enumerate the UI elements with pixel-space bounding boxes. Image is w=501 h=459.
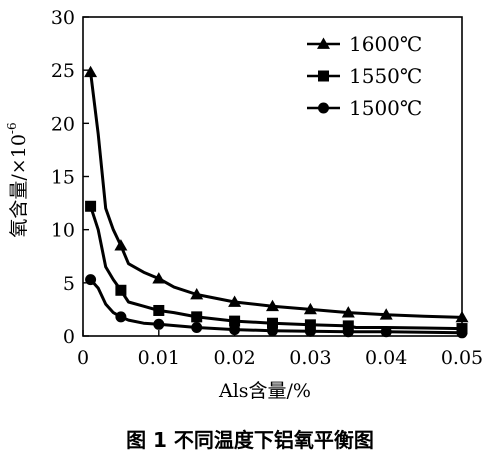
x-tick-label: 0.01: [138, 347, 180, 369]
x-tick-label: 0.05: [441, 347, 483, 369]
series-circle: [85, 274, 468, 339]
data-point-triangle: [152, 272, 166, 284]
y-axis-label-exponent: -6: [5, 122, 19, 134]
data-point-circle: [229, 324, 241, 336]
data-point-square: [191, 311, 203, 323]
data-point-triangle: [455, 310, 469, 323]
data-point-square: [85, 200, 97, 212]
legend-entry: 1500℃: [307, 96, 422, 120]
data-point-circle: [267, 325, 278, 337]
x-tick-label: 0: [77, 347, 89, 369]
data-point-triangle: [341, 306, 355, 318]
legend-label: 1600℃: [349, 32, 422, 56]
legend-marker-circle: [318, 102, 329, 114]
data-point-square: [342, 320, 354, 332]
y-tick-label: 5: [63, 273, 75, 295]
y-tick-label: 10: [51, 220, 75, 242]
series: [84, 65, 469, 339]
data-point-circle: [153, 318, 165, 330]
data-point-square: [304, 319, 316, 331]
y-tick-label: 0: [63, 326, 75, 348]
data-point-square: [267, 317, 278, 329]
ticks: 0 5 10 15 20 25 30 0 0.01 0.02 0.03 0.04 0.05: [51, 7, 483, 369]
data-point-circle: [191, 321, 203, 333]
x-tick-label: 0.03: [289, 347, 331, 369]
legend-marker-square: [318, 70, 329, 82]
legend-entry: 1550℃: [307, 64, 422, 88]
data-point-triangle: [84, 65, 98, 78]
data-point-square: [229, 315, 241, 327]
y-tick-label: 30: [51, 7, 75, 29]
data-point-circle: [342, 326, 354, 338]
data-point-square: [153, 304, 165, 316]
series-line: [89, 278, 463, 335]
data-point-triangle: [379, 308, 393, 320]
legend-entry: 1600℃: [307, 32, 422, 56]
y-tick-label: 15: [51, 167, 75, 189]
data-point-triangle: [228, 295, 242, 307]
figure-caption: 图 1 不同温度下铝氧平衡图: [126, 428, 374, 452]
data-point-triangle: [303, 302, 317, 315]
svg-text:氧含量/×10-6: 氧含量/×10-6: [5, 122, 30, 237]
legend-label: 1550℃: [349, 64, 422, 88]
x-axis-label: Als含量/%: [218, 380, 311, 402]
series-triangle: [84, 65, 469, 323]
series-line: [89, 205, 463, 331]
legend-label: 1500℃: [349, 96, 422, 120]
y-axis-label-group: 氧含量/×10-6: [5, 122, 30, 237]
legend-marker-triangle: [317, 37, 330, 49]
data-point-circle: [456, 327, 468, 339]
data-point-circle: [85, 274, 97, 286]
x-tick-label: 0.02: [213, 347, 255, 369]
x-tick-label: 0.04: [365, 347, 407, 369]
data-point-circle: [304, 325, 316, 337]
data-point-circle: [380, 326, 392, 338]
y-axis-label: 氧含量/×10: [8, 134, 30, 238]
series-square: [85, 200, 468, 335]
y-tick-label: 20: [51, 113, 75, 135]
legend: 1600℃ 1550℃ 1500℃: [307, 32, 422, 120]
data-point-triangle: [114, 239, 128, 251]
y-tick-label: 25: [51, 60, 75, 82]
data-point-triangle: [190, 288, 204, 300]
data-point-triangle: [266, 299, 279, 312]
series-line: [89, 72, 463, 319]
data-point-square: [115, 284, 127, 296]
data-point-circle: [115, 311, 127, 323]
